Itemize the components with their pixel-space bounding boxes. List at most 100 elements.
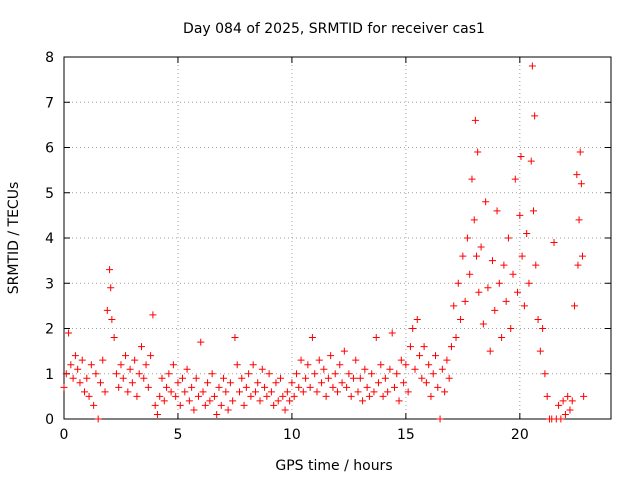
data-point	[534, 315, 542, 323]
data-point	[580, 392, 588, 400]
data-point	[463, 234, 471, 242]
data-point	[416, 352, 424, 360]
data-point	[279, 392, 287, 400]
data-point	[577, 180, 585, 188]
data-point	[331, 370, 339, 378]
data-point	[349, 374, 357, 382]
data-point	[128, 379, 136, 387]
data-point	[517, 153, 525, 161]
data-point	[299, 388, 307, 396]
data-point	[447, 343, 455, 351]
data-point	[413, 315, 421, 323]
data-point	[267, 388, 275, 396]
data-point	[381, 374, 389, 382]
data-point	[568, 397, 576, 405]
data-point	[479, 320, 487, 328]
data-point	[311, 370, 319, 378]
data-point	[318, 379, 326, 387]
data-point	[254, 379, 262, 387]
data-point	[359, 397, 367, 405]
data-point	[172, 392, 180, 400]
data-point	[188, 383, 196, 391]
data-point	[210, 392, 218, 400]
data-point	[174, 379, 182, 387]
data-point	[422, 379, 430, 387]
data-point	[208, 370, 216, 378]
data-point	[283, 388, 291, 396]
data-point	[122, 352, 130, 360]
data-point	[78, 356, 86, 364]
data-point	[390, 383, 398, 391]
data-point	[536, 347, 544, 355]
y-tick-label: 5	[45, 186, 54, 202]
x-tick-label: 10	[283, 427, 301, 443]
data-point	[324, 374, 332, 382]
data-point	[103, 306, 111, 314]
data-point	[286, 397, 294, 405]
data-point	[438, 365, 446, 373]
data-point	[432, 352, 440, 360]
data-point	[557, 415, 565, 423]
data-point	[400, 379, 408, 387]
data-point	[507, 325, 515, 332]
data-point	[226, 379, 234, 387]
data-point	[190, 406, 198, 414]
data-point	[395, 397, 403, 405]
data-point	[543, 392, 551, 400]
data-point	[470, 216, 478, 224]
data-point	[511, 175, 519, 183]
data-point	[163, 383, 171, 391]
data-point	[85, 392, 93, 400]
data-point	[457, 315, 465, 323]
data-point	[550, 239, 558, 247]
data-point	[272, 379, 280, 387]
data-point	[523, 229, 531, 237]
y-axis-label: SRMTID / TECUs	[6, 182, 22, 295]
data-point	[71, 352, 79, 360]
data-point	[220, 374, 228, 382]
data-point	[388, 329, 396, 337]
data-point	[475, 288, 483, 296]
data-point	[574, 261, 582, 269]
data-point	[142, 361, 150, 369]
data-point	[101, 388, 109, 396]
data-point	[133, 392, 141, 400]
data-point	[107, 284, 115, 292]
data-point	[354, 388, 362, 396]
data-point	[356, 374, 364, 382]
data-point	[235, 388, 243, 396]
data-point	[372, 334, 380, 342]
data-point	[124, 388, 132, 396]
data-point	[204, 379, 212, 387]
data-point	[292, 370, 300, 378]
data-point	[336, 361, 344, 369]
data-point	[379, 392, 387, 400]
data-point	[340, 347, 348, 355]
data-point	[509, 270, 517, 278]
data-point	[461, 297, 469, 305]
data-point	[233, 361, 241, 369]
data-point	[329, 383, 337, 391]
data-point	[281, 406, 289, 414]
data-point	[474, 148, 482, 156]
data-point	[277, 374, 285, 382]
data-point	[561, 410, 569, 418]
data-point	[579, 252, 587, 260]
data-point	[473, 252, 481, 260]
data-point	[575, 216, 583, 224]
data-point	[525, 279, 533, 287]
grid-layer	[64, 57, 611, 419]
data-point	[571, 302, 579, 310]
data-point	[313, 388, 321, 396]
data-point	[183, 365, 191, 373]
data-point	[185, 397, 193, 405]
data-point	[231, 334, 239, 342]
data-point	[229, 397, 237, 405]
data-point	[165, 370, 173, 378]
data-point	[169, 361, 177, 369]
data-markers	[60, 62, 588, 423]
data-point	[363, 383, 371, 391]
data-point	[530, 207, 538, 215]
data-point	[156, 392, 164, 400]
data-point	[263, 392, 271, 400]
